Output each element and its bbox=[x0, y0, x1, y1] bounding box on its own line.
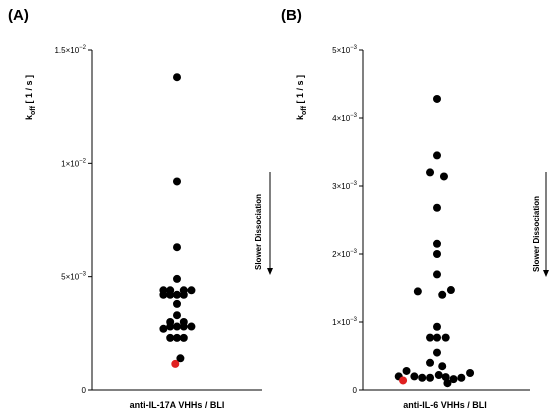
y-axis-label-a: koff [ 1 / s ] bbox=[24, 75, 37, 120]
data-point-a-1 bbox=[173, 177, 181, 186]
data-point-b-6 bbox=[433, 250, 441, 258]
y-tick-label-b-0: 0 bbox=[353, 386, 358, 395]
data-point-a-0 bbox=[173, 73, 181, 82]
data-point-a-18 bbox=[173, 322, 181, 331]
data-point-a-8 bbox=[159, 290, 168, 299]
data-point-a-22 bbox=[173, 333, 181, 342]
data-point-b-13 bbox=[433, 333, 441, 342]
data-point-b-0 bbox=[433, 94, 441, 103]
y-tick-label-b-5: 5×10−3 bbox=[332, 45, 358, 55]
highlight-point-b-29 bbox=[399, 376, 408, 385]
y-tick-label-a-1: 5×10−3 bbox=[61, 272, 87, 282]
data-point-b-28 bbox=[443, 379, 452, 388]
data-point-a-11 bbox=[179, 290, 188, 299]
annotation-b: Slower Dissociation bbox=[532, 196, 541, 272]
data-point-b-4 bbox=[433, 203, 441, 212]
points-a bbox=[159, 73, 196, 368]
y-tick-label-b-2: 2×10−3 bbox=[332, 249, 358, 259]
panel-label-a: (A) bbox=[8, 7, 29, 24]
data-point-a-7 bbox=[187, 286, 196, 295]
highlight-point-a-25 bbox=[171, 359, 180, 368]
data-point-b-7 bbox=[433, 270, 441, 279]
data-point-a-16 bbox=[159, 324, 168, 333]
data-point-b-27 bbox=[466, 369, 475, 377]
data-point-b-20 bbox=[410, 372, 419, 381]
arrow-head-a bbox=[267, 268, 273, 275]
data-point-b-21 bbox=[418, 373, 427, 382]
data-point-b-9 bbox=[438, 290, 447, 299]
data-point-b-1 bbox=[433, 151, 441, 160]
arrow-head-b bbox=[543, 270, 549, 277]
data-point-b-5 bbox=[433, 239, 441, 248]
data-point-b-17 bbox=[438, 362, 447, 371]
data-point-a-20 bbox=[187, 322, 196, 331]
data-point-b-8 bbox=[413, 287, 422, 296]
data-point-a-19 bbox=[179, 322, 188, 331]
data-point-b-11 bbox=[433, 322, 441, 331]
data-point-b-15 bbox=[433, 348, 441, 357]
data-point-b-2 bbox=[426, 168, 435, 177]
data-point-a-24 bbox=[176, 354, 185, 363]
annotation-a: Slower Dissociation bbox=[254, 194, 263, 270]
x-axis-label-a: anti-IL-17A VHHs / BLI bbox=[130, 400, 225, 410]
data-point-a-17 bbox=[166, 322, 175, 331]
panel-b: (B) 0 1×10−3 2×10−3 3×10−3 4×10−3 5×10−3 koff… bbox=[281, 7, 549, 410]
data-point-b-19 bbox=[402, 366, 411, 375]
y-tick-label-b-3: 3×10−3 bbox=[332, 181, 358, 191]
data-point-a-9 bbox=[166, 290, 175, 299]
data-point-b-3 bbox=[439, 172, 448, 181]
data-point-b-23 bbox=[434, 371, 443, 380]
data-point-b-16 bbox=[426, 358, 435, 367]
data-point-a-12 bbox=[173, 299, 181, 308]
panel-a: (A) 0 5×10−3 1×10−2 1.5×10−2 koff [ 1 / s ]… bbox=[8, 7, 273, 410]
y-ticks-a: 0 5×10−3 1×10−2 1.5×10−2 bbox=[54, 45, 92, 395]
data-point-a-13 bbox=[173, 311, 181, 320]
data-point-b-12 bbox=[426, 333, 435, 342]
x-axis-label-b: anti-IL-6 VHHs / BLI bbox=[403, 400, 487, 410]
y-tick-label-b-4: 4×10−3 bbox=[332, 113, 358, 123]
data-point-a-2 bbox=[173, 243, 181, 252]
data-point-b-24 bbox=[441, 373, 450, 382]
points-b bbox=[394, 94, 475, 388]
y-tick-label-a-2: 1×10−2 bbox=[61, 158, 87, 168]
data-point-a-3 bbox=[173, 274, 181, 283]
data-point-a-23 bbox=[179, 333, 188, 342]
y-tick-label-a-0: 0 bbox=[82, 386, 87, 395]
data-point-b-25 bbox=[449, 375, 458, 384]
data-point-a-21 bbox=[166, 333, 175, 342]
data-point-b-10 bbox=[446, 286, 455, 295]
panel-label-b: (B) bbox=[281, 7, 302, 24]
data-point-b-14 bbox=[441, 333, 450, 342]
y-ticks-b: 0 1×10−3 2×10−3 3×10−3 4×10−3 5×10−3 bbox=[332, 45, 363, 395]
data-point-b-26 bbox=[457, 373, 466, 382]
data-point-b-22 bbox=[426, 373, 435, 382]
data-point-a-10 bbox=[173, 290, 181, 299]
y-axis-label-b: koff [ 1 / s ] bbox=[295, 75, 308, 120]
y-tick-label-a-3: 1.5×10−2 bbox=[54, 45, 86, 55]
y-tick-label-b-1: 1×10−3 bbox=[332, 317, 358, 327]
